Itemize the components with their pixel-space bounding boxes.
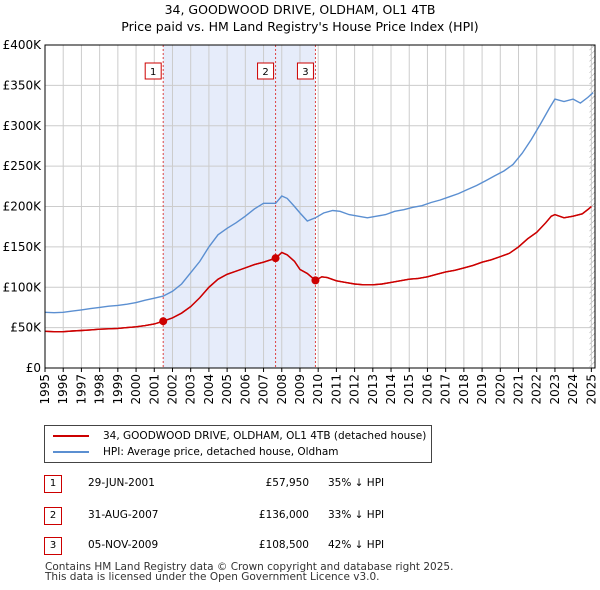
transaction-hpi-diff: 33% ↓ HPI (328, 509, 385, 521)
y-tick-label: £250K (3, 159, 43, 173)
x-tick-label: 2001 (147, 374, 161, 405)
chart-subtitle: Price paid vs. HM Land Registry's House … (121, 19, 479, 34)
y-tick-label: £400K (3, 38, 43, 52)
x-tick-label: 2014 (384, 374, 398, 405)
x-tick-label: 2017 (439, 374, 453, 405)
transaction-number-badge: 3 (44, 537, 62, 555)
sale-marker-label: 3 (302, 67, 308, 78)
transaction-number-badge: 2 (44, 507, 62, 525)
x-tick-label: 2008 (275, 374, 289, 405)
y-tick-label: £350K (3, 78, 43, 92)
x-tick-label: 2023 (548, 374, 562, 405)
sale-marker-box (144, 62, 162, 80)
plot-border (44, 44, 596, 369)
x-tick-label: 2002 (165, 374, 179, 405)
sale-marker-label: 2 (262, 67, 268, 78)
x-tick-label: 1997 (74, 374, 88, 405)
x-tick-label: 2000 (129, 374, 143, 405)
transaction-number-badge: 1 (44, 475, 62, 493)
transaction-date: 29-JUN-2001 (88, 477, 155, 489)
x-tick-label: 2025 (584, 374, 598, 405)
x-tick-label: 2005 (220, 374, 234, 405)
transaction-hpi-diff: 35% ↓ HPI (328, 477, 385, 489)
transaction-row: 3 05-NOV-2009 £108,500 42% ↓ HPI (44, 536, 564, 556)
price-chart: £0 £50K £100K £150K £200K £250K £300K £350K £400… (3, 38, 599, 405)
legend-swatch-hpi (53, 451, 89, 453)
sale-point (271, 254, 280, 263)
sale-marker-box (296, 62, 314, 80)
x-tick-label: 2010 (311, 374, 325, 405)
x-tick-label: 2011 (329, 374, 343, 405)
footer-copyright: Contains HM Land Registry data © Crown c… (45, 561, 454, 573)
legend-item-property: 34, GOODWOOD DRIVE, OLDHAM, OL1 4TB (det… (53, 429, 426, 443)
x-tick-label: 1999 (111, 374, 125, 405)
transaction-row: 2 31-AUG-2007 £136,000 33% ↓ HPI (44, 506, 564, 526)
transaction-date: 05-NOV-2009 (88, 539, 159, 551)
x-tick-label: 2020 (493, 374, 507, 405)
y-tick-label: £50K (10, 321, 42, 335)
y-tick-label: £0 (26, 361, 41, 375)
footer-licence: This data is licensed under the Open Gov… (45, 571, 380, 583)
transaction-row: 1 29-JUN-2001 £57,950 35% ↓ HPI (44, 474, 564, 494)
x-tick-label: 2009 (293, 374, 307, 405)
x-tick-label: 2012 (348, 374, 362, 405)
transaction-date: 31-AUG-2007 (88, 509, 159, 521)
legend-item-hpi: HPI: Average price, detached house, Oldh… (53, 445, 339, 459)
sale-point (311, 276, 320, 285)
x-tick-label: 1998 (93, 374, 107, 405)
x-tick-label: 2015 (402, 374, 416, 405)
x-tick-label: 2024 (566, 374, 580, 405)
x-tick-label: 2016 (420, 374, 434, 405)
transaction-price: £136,000 (258, 509, 309, 521)
sale-marker-label: 1 (150, 67, 156, 78)
x-tick-label: 2006 (238, 374, 252, 405)
legend-swatch-property (53, 435, 89, 437)
y-tick-label: £300K (3, 119, 43, 133)
x-tick-label: 2019 (475, 374, 489, 405)
x-tick-label: 2021 (512, 374, 526, 405)
x-tick-label: 2022 (530, 374, 544, 405)
transaction-price: £57,950 (265, 477, 309, 489)
x-tick-label: 2018 (457, 374, 471, 405)
chart-title: 34, GOODWOOD DRIVE, OLDHAM, OL1 4TB (164, 2, 436, 17)
legend-label-hpi: HPI: Average price, detached house, Oldh… (103, 446, 339, 458)
y-tick-label: £200K (3, 200, 43, 214)
legend-label-property: 34, GOODWOOD DRIVE, OLDHAM, OL1 4TB (det… (103, 430, 427, 442)
x-tick-label: 1996 (56, 374, 70, 405)
y-tick-label: £150K (3, 240, 43, 254)
property-price-line-top (44, 205, 592, 333)
x-tick-label: 1995 (38, 374, 52, 405)
x-tick-label: 2004 (202, 374, 216, 405)
transaction-hpi-diff: 42% ↓ HPI (328, 539, 385, 551)
y-tick-label: £100K (3, 280, 43, 294)
x-tick-label: 2013 (366, 374, 380, 405)
x-tick-label: 2007 (257, 374, 271, 405)
sale-marker-box (257, 62, 275, 80)
legend: 34, GOODWOOD DRIVE, OLDHAM, OL1 4TB (det… (44, 425, 432, 463)
sale-point (159, 317, 168, 326)
transaction-price: £108,500 (258, 539, 309, 551)
x-tick-label: 2003 (184, 374, 198, 405)
hpi-line (44, 92, 594, 314)
